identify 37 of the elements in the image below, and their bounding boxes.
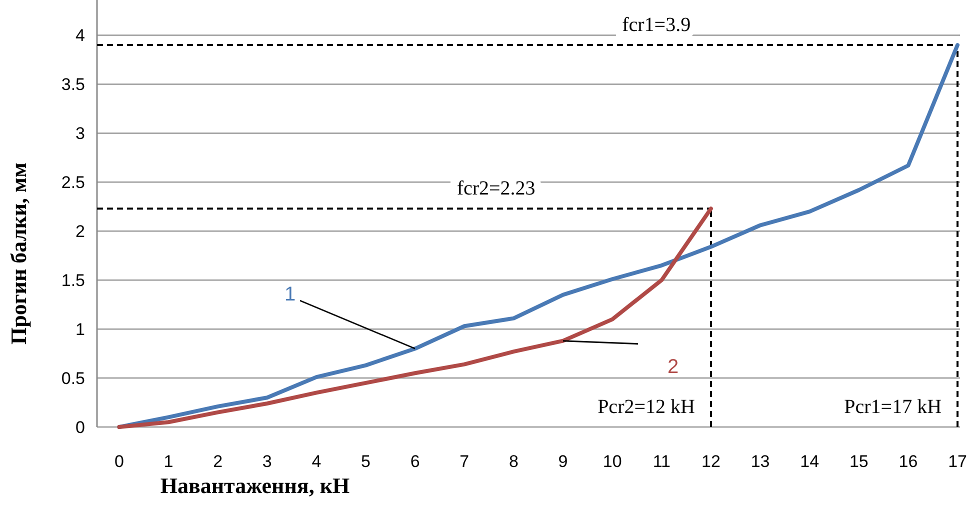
x-tick-label: 6: [410, 452, 420, 471]
x-tick-label: 5: [361, 452, 370, 471]
y-tick-label: 4: [76, 26, 85, 46]
x-axis-title: Навантаження, кН: [160, 473, 350, 498]
x-tick-label: 17: [948, 452, 967, 471]
y-axis-title: Прогин балки, мм: [6, 162, 31, 345]
y-tick-label: 3.5: [61, 75, 85, 94]
x-tick-label: 16: [898, 452, 918, 471]
text: 2: [667, 356, 679, 378]
x-tick-label: 11: [652, 452, 670, 471]
y-tick-label: 0: [76, 418, 85, 437]
x-tick-label: 7: [460, 452, 470, 471]
x-tick-label: 4: [312, 452, 322, 471]
line-series: [117, 206, 713, 429]
ref-line-label: fcr1=3.9: [622, 14, 691, 36]
x-tick-label: 14: [800, 452, 820, 471]
x-tick-label: 8: [508, 452, 518, 471]
x-tick-label: 9: [558, 452, 568, 471]
y-tick-label: 2.5: [61, 173, 85, 192]
x-tick-label: 12: [702, 452, 720, 471]
x-tick-label: 1: [164, 452, 174, 471]
y-tick-label: 0.5: [61, 368, 85, 388]
x-tick-label: 10: [602, 452, 622, 471]
ref-line-label: Pcr1=17 kH: [844, 396, 942, 418]
x-tick-label: 13: [750, 452, 770, 471]
x-tick-label: 15: [849, 452, 868, 471]
x-tick-label: 3: [262, 452, 272, 471]
x-tick-label: 0: [114, 452, 124, 471]
x-tick-label: 2: [213, 452, 223, 471]
y-tick-label: 2: [76, 222, 85, 242]
line-series: [117, 43, 960, 429]
text: 1: [284, 284, 296, 306]
ref-line-label: fcr2=2.23: [456, 178, 536, 200]
ref-line-label: Pcr2=12 kH: [598, 396, 695, 418]
y-tick-label: 1: [76, 320, 85, 340]
y-tick-label: 3: [76, 124, 85, 144]
y-tick-label: 1.5: [61, 271, 85, 290]
